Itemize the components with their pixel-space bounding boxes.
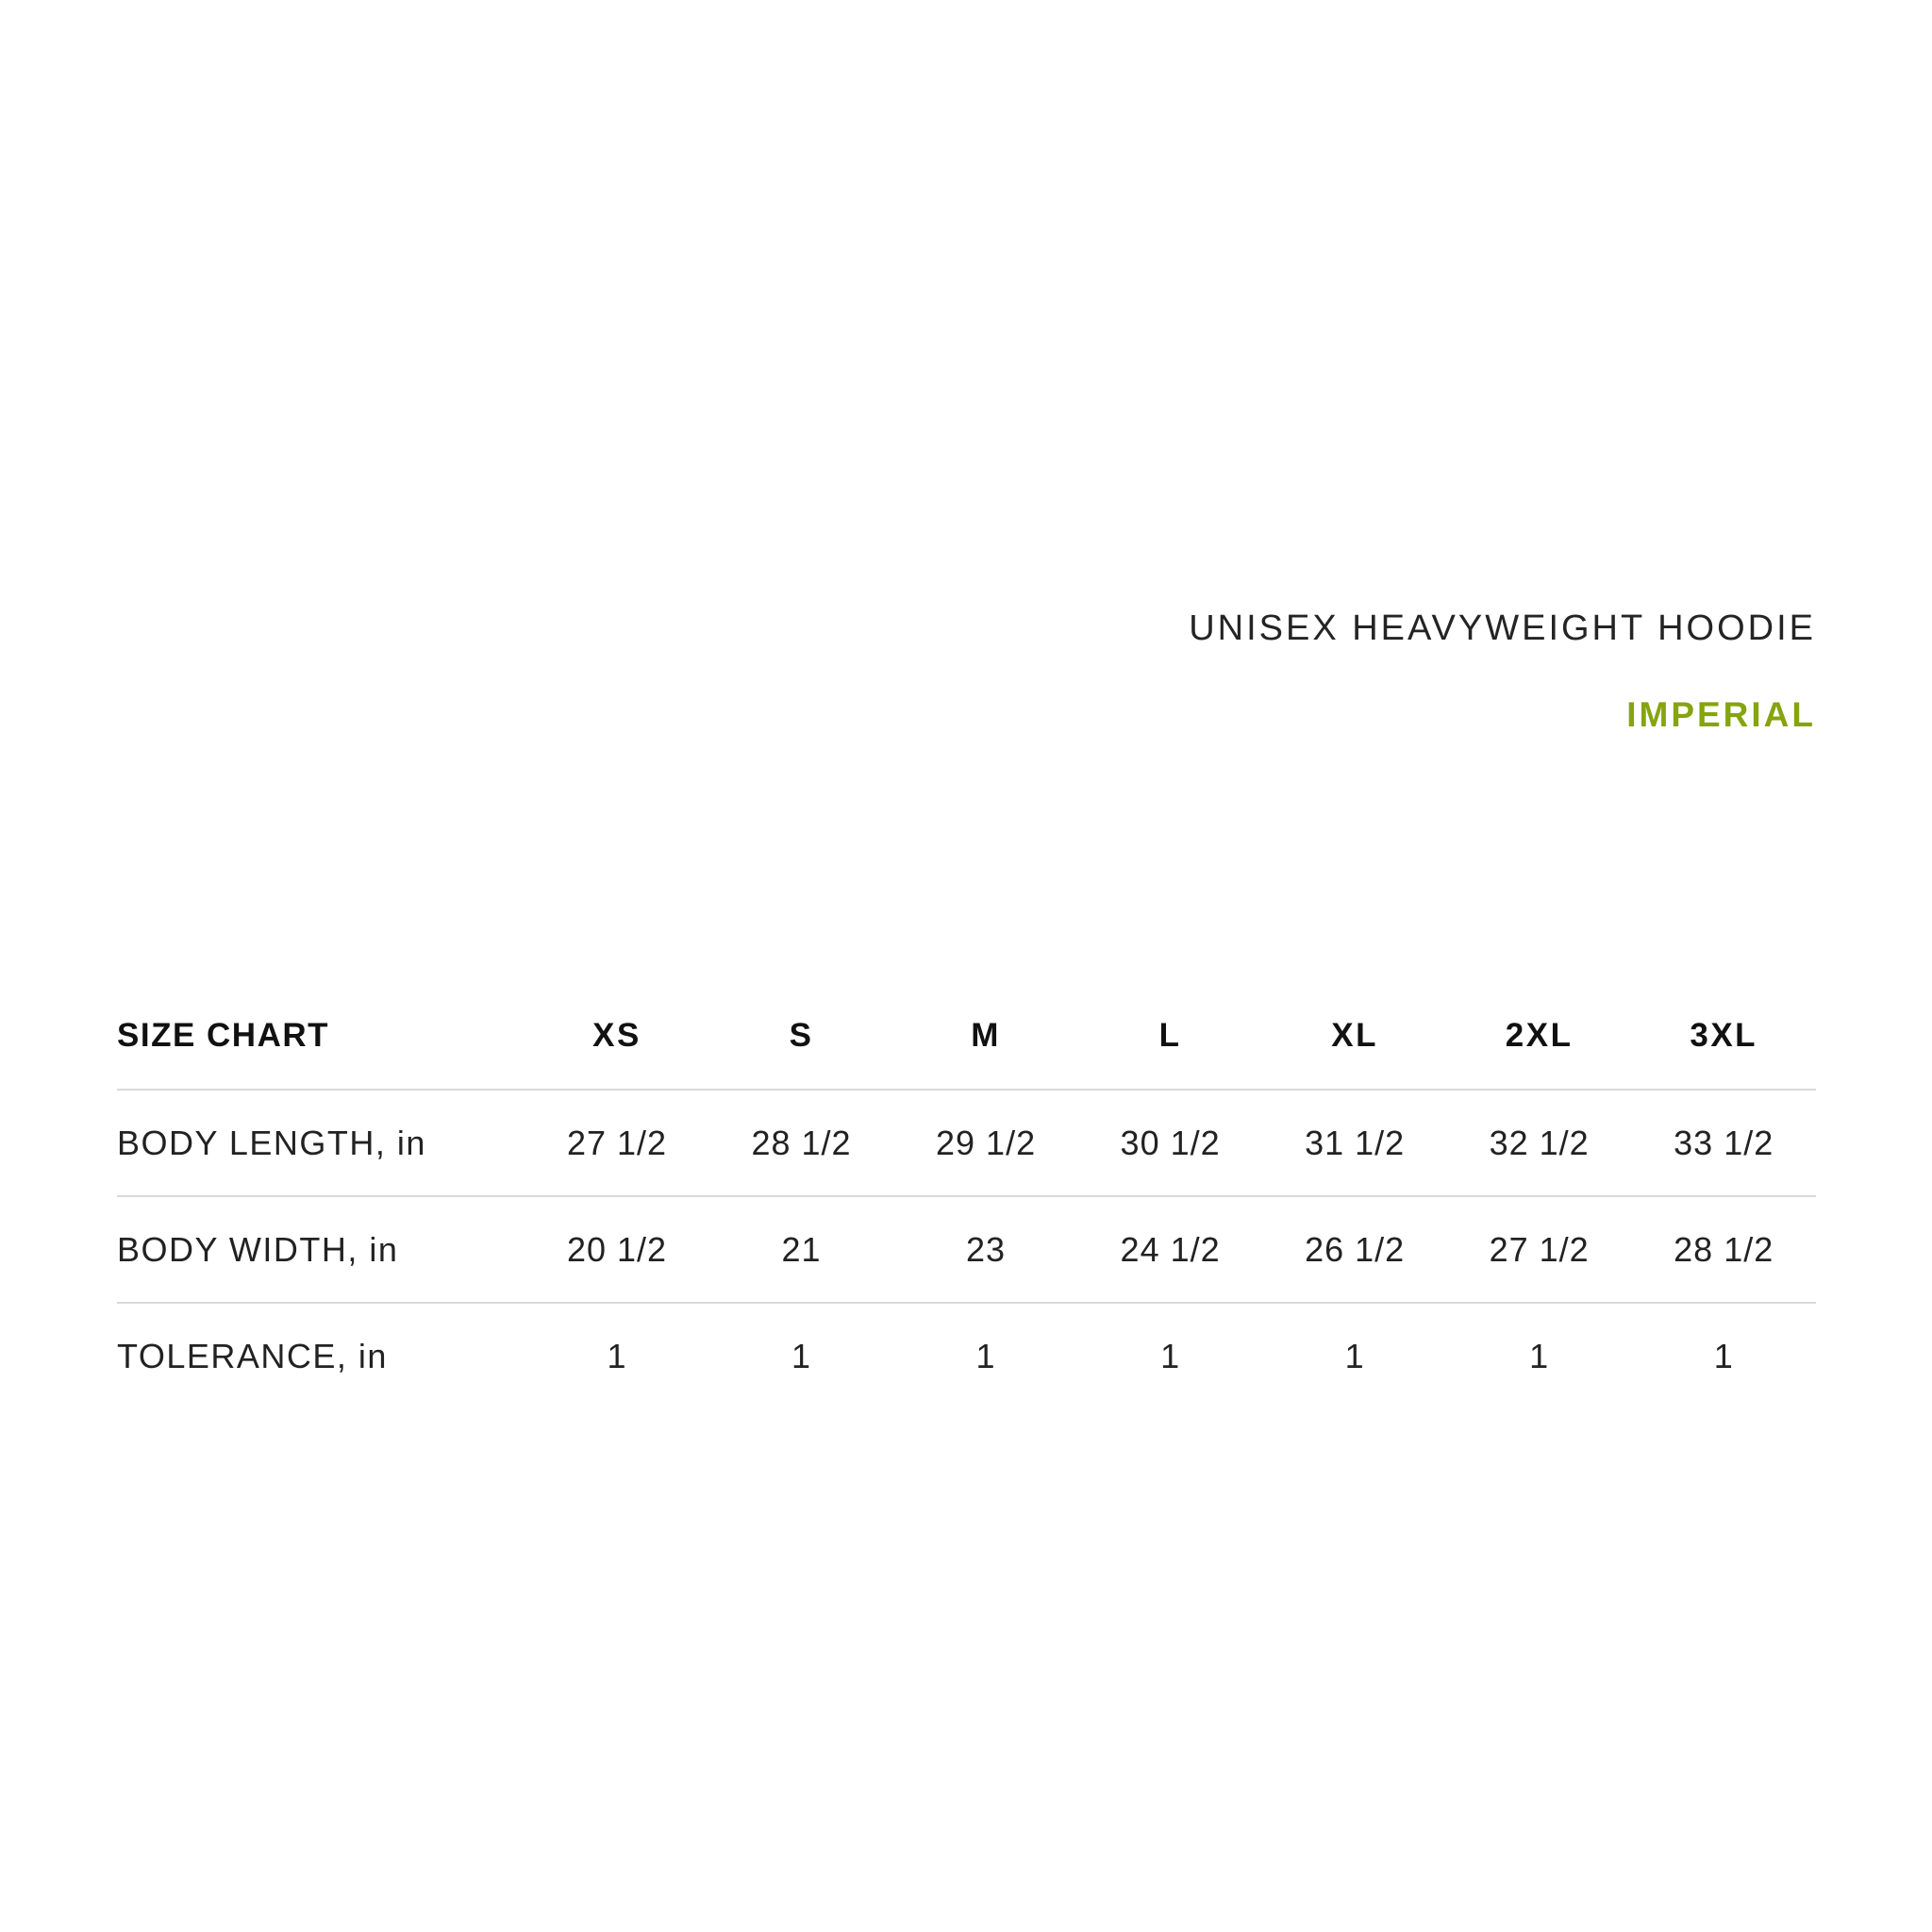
column-header-3xl: 3XL: [1690, 1017, 1758, 1054]
tolerance-3xl: 1: [1713, 1337, 1734, 1375]
header-block: UNISEX HEAVYWEIGHT HOODIE IMPERIAL: [1189, 610, 1816, 733]
column-header-2xl: 2XL: [1505, 1017, 1574, 1054]
tolerance-2xl: 1: [1529, 1337, 1550, 1375]
body-width-xs: 20 1/2: [566, 1229, 668, 1269]
column-header-xl: XL: [1331, 1017, 1378, 1054]
row-label-body-width: BODY WIDTH, in: [117, 1229, 399, 1269]
column-header-s: S: [789, 1017, 814, 1054]
table-row-tolerance: TOLERANCE, in 1 1 1 1 1 1 1: [117, 1303, 1816, 1409]
units-label: IMPERIAL: [1626, 695, 1816, 734]
body-width-s: 21: [781, 1229, 822, 1269]
body-width-3xl: 28 1/2: [1674, 1229, 1774, 1269]
body-length-m: 29 1/2: [936, 1123, 1037, 1162]
body-width-xl: 26 1/2: [1305, 1229, 1406, 1269]
column-header-xs: XS: [592, 1017, 641, 1054]
tolerance-xs: 1: [607, 1337, 627, 1375]
body-width-m: 23: [966, 1229, 1007, 1269]
body-length-s: 28 1/2: [751, 1123, 852, 1162]
body-width-l: 24 1/2: [1120, 1229, 1221, 1269]
tolerance-xl: 1: [1344, 1337, 1365, 1375]
tolerance-s: 1: [791, 1337, 812, 1375]
column-header-m: M: [971, 1017, 1001, 1054]
table-row-body-width: BODY WIDTH, in 20 1/2 21 23 24 1/2 26 1/…: [117, 1196, 1816, 1303]
tolerance-m: 1: [975, 1337, 996, 1375]
product-title: UNISEX HEAVYWEIGHT HOODIE: [1189, 608, 1816, 648]
body-length-xs: 27 1/2: [566, 1123, 668, 1162]
body-width-2xl: 27 1/2: [1489, 1229, 1590, 1269]
body-length-xl: 31 1/2: [1305, 1123, 1406, 1162]
column-header-l: L: [1158, 1017, 1182, 1054]
size-chart-header-row: SIZE CHART XS S M L XL 2XL 3XL: [117, 983, 1816, 1090]
table-row-body-length: BODY LENGTH, in 27 1/2 28 1/2 29 1/2 30 …: [117, 1090, 1816, 1196]
body-length-l: 30 1/2: [1120, 1123, 1221, 1162]
row-label-tolerance: TOLERANCE, in: [117, 1337, 388, 1375]
size-chart-table: SIZE CHART XS S M L XL 2XL 3XL BODY LENG…: [117, 983, 1816, 1409]
body-length-3xl: 33 1/2: [1674, 1123, 1774, 1162]
row-label-body-length: BODY LENGTH, in: [117, 1123, 426, 1162]
size-chart-title: SIZE CHART: [117, 1017, 329, 1054]
body-length-2xl: 32 1/2: [1489, 1123, 1590, 1162]
tolerance-l: 1: [1160, 1337, 1181, 1375]
